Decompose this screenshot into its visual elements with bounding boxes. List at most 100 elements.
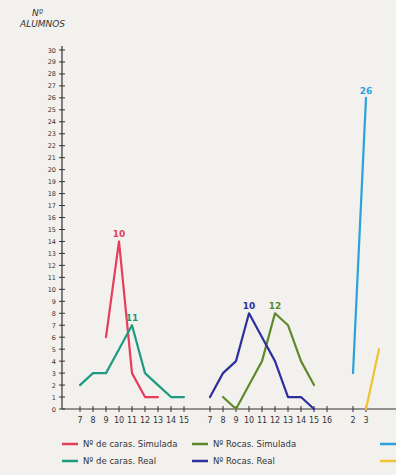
x-tick xyxy=(301,406,302,412)
peak-annotation: 10 xyxy=(113,229,126,239)
y-tick-label: 15 xyxy=(48,226,56,234)
y-tick-label: 11 xyxy=(48,274,56,282)
x-tick-label: 9 xyxy=(233,416,238,425)
x-tick xyxy=(171,406,172,412)
y-tick-label: 28 xyxy=(48,70,56,78)
x-tick xyxy=(132,406,133,412)
chart: NºALUMNOS0123456789101112131415161718192… xyxy=(0,0,396,475)
x-tick xyxy=(327,406,328,412)
peak-annotation: 12 xyxy=(269,301,282,311)
y-tick xyxy=(59,385,65,386)
y-tick-label: 1 xyxy=(52,394,56,402)
x-tick-label: 10 xyxy=(244,416,254,425)
legend-label: Nº Rocas. Real xyxy=(213,456,275,466)
x-tick xyxy=(223,406,224,412)
y-tick-label: 7 xyxy=(52,322,56,330)
x-tick xyxy=(288,406,289,412)
x-tick xyxy=(262,406,263,412)
y-tick-label: 24 xyxy=(48,118,56,126)
y-tick xyxy=(59,301,65,302)
x-tick xyxy=(93,406,94,412)
x-tick-label: 11 xyxy=(127,416,137,425)
x-tick-label: 15 xyxy=(179,416,189,425)
y-tick xyxy=(59,265,65,266)
y-tick xyxy=(59,361,65,362)
y-tick-label: 30 xyxy=(48,47,56,55)
y-tick xyxy=(59,253,65,254)
y-tick xyxy=(59,145,65,146)
x-tick-label: 14 xyxy=(296,416,306,425)
series-line xyxy=(353,98,366,373)
y-tick-label: 6 xyxy=(52,334,56,342)
x-tick-label: 13 xyxy=(153,416,163,425)
x-tick xyxy=(119,406,120,412)
peak-annotation: 26 xyxy=(360,86,373,96)
y-tick xyxy=(59,109,65,110)
y-tick-label: 25 xyxy=(48,106,56,114)
y-tick-label: 2 xyxy=(52,382,56,390)
x-tick xyxy=(210,406,211,412)
y-tick-label: 18 xyxy=(48,190,56,198)
y-tick xyxy=(59,50,65,51)
series-line xyxy=(366,349,379,409)
y-tick xyxy=(59,121,65,122)
y-tick-label: 17 xyxy=(48,202,56,210)
x-tick xyxy=(80,406,81,412)
y-tick xyxy=(59,373,65,374)
y-tick xyxy=(59,181,65,182)
legend-swatch xyxy=(62,460,78,463)
x-tick-label: 10 xyxy=(114,416,124,425)
y-tick-label: 4 xyxy=(52,358,56,366)
legend-swatch xyxy=(380,443,396,446)
x-tick-label: 12 xyxy=(140,416,150,425)
y-axis-label-line: ALUMNOS xyxy=(19,19,65,29)
x-tick xyxy=(106,406,107,412)
y-tick-label: 8 xyxy=(52,310,56,318)
x-tick xyxy=(145,406,146,412)
y-tick-label: 29 xyxy=(48,58,56,66)
y-tick xyxy=(59,397,65,398)
y-tick-label: 16 xyxy=(48,214,56,222)
x-tick-label: 8 xyxy=(90,416,95,425)
x-tick xyxy=(249,406,250,412)
x-tick-label: 7 xyxy=(77,416,82,425)
y-tick xyxy=(59,217,65,218)
y-tick-label: 27 xyxy=(48,82,56,90)
y-tick-label: 19 xyxy=(48,178,56,186)
y-tick-label: 21 xyxy=(48,154,56,162)
y-axis-line xyxy=(61,46,62,409)
x-tick-label: 11 xyxy=(257,416,267,425)
y-tick-label: 9 xyxy=(52,298,56,306)
y-tick-label: 3 xyxy=(52,370,56,378)
y-tick xyxy=(59,349,65,350)
y-tick-label: 22 xyxy=(48,142,56,150)
legend-label: Nº Rocas. Simulada xyxy=(213,439,296,449)
y-tick xyxy=(59,85,65,86)
legend-swatch xyxy=(192,443,208,446)
y-tick xyxy=(59,169,65,170)
y-tick-label: 13 xyxy=(48,250,56,258)
y-tick xyxy=(59,97,65,98)
x-tick-label: 14 xyxy=(166,416,176,425)
legend-swatch xyxy=(62,443,78,446)
y-tick xyxy=(59,133,65,134)
legend-swatch xyxy=(192,460,208,463)
legend-swatch xyxy=(380,460,396,463)
x-tick xyxy=(158,406,159,412)
series-line xyxy=(106,241,158,397)
peak-annotation: 11 xyxy=(126,313,139,323)
legend-label: Nº de caras. Real xyxy=(83,456,156,466)
y-tick-label: 12 xyxy=(48,262,56,270)
y-tick xyxy=(59,229,65,230)
x-tick-label: 13 xyxy=(283,416,293,425)
y-tick xyxy=(59,61,65,62)
x-tick-label: 3 xyxy=(363,416,368,425)
y-tick xyxy=(59,73,65,74)
x-axis-line xyxy=(62,408,396,409)
y-tick xyxy=(59,337,65,338)
peak-annotation: 10 xyxy=(243,301,256,311)
series-line xyxy=(80,325,184,397)
y-tick-label: 10 xyxy=(48,286,56,294)
y-tick-label: 23 xyxy=(48,130,56,138)
y-tick xyxy=(59,241,65,242)
